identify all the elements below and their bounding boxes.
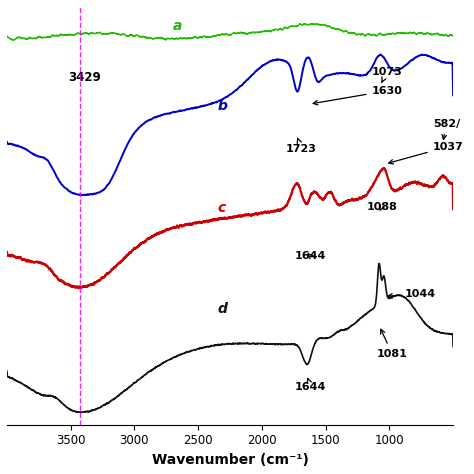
Text: 1644: 1644 — [295, 378, 327, 392]
Text: 1088: 1088 — [366, 201, 397, 212]
Text: 1723: 1723 — [286, 138, 317, 154]
Text: b: b — [217, 100, 227, 113]
Text: 1073: 1073 — [372, 67, 402, 82]
Text: 3429: 3429 — [68, 72, 101, 84]
Text: 1037: 1037 — [389, 142, 464, 164]
Text: 582/: 582/ — [433, 119, 460, 139]
Text: a: a — [173, 18, 182, 33]
X-axis label: Wavenumber (cm⁻¹): Wavenumber (cm⁻¹) — [152, 453, 309, 467]
Text: 1081: 1081 — [377, 329, 408, 358]
Text: 1044: 1044 — [388, 289, 436, 299]
Text: 1630: 1630 — [313, 86, 402, 105]
Text: 1644: 1644 — [295, 251, 327, 261]
Text: d: d — [217, 302, 227, 316]
Text: c: c — [217, 201, 226, 215]
